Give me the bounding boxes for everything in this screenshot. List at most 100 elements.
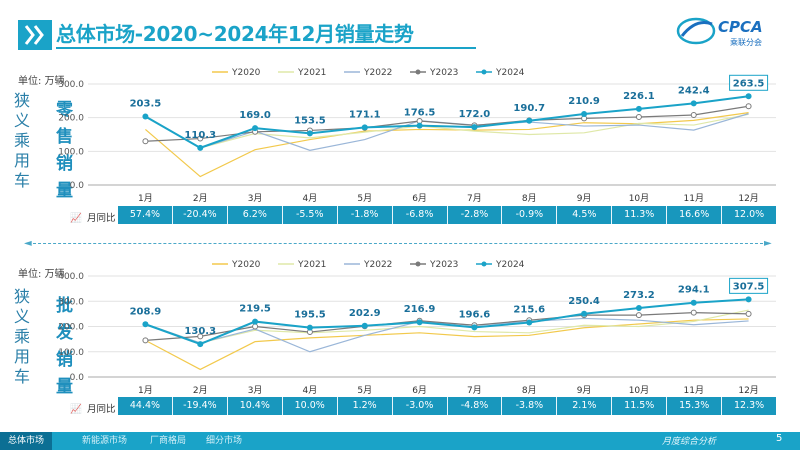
retail-point-y2024 [142,113,149,120]
retail-legend-marker [415,69,421,75]
footer-tab-maker-landscape[interactable]: 厂商格局 [150,436,187,446]
retail-yoy-cell: -5.5% [283,206,338,224]
retail-data-label: 190.7 [513,103,545,114]
wholesale-x-tick: 1月 [138,385,153,396]
retail-yoy-cell: -20.4% [173,206,228,224]
wholesale-point-y2024 [361,322,368,329]
retail-data-label: 172.0 [459,109,491,120]
wholesale-x-tick: 10月 [629,385,649,396]
wholesale-point-y2023 [197,333,204,340]
retail-yoy-cell: 57.4% [118,206,173,224]
footer-note: 月度综合分析 [662,437,717,447]
wholesale-point-y2023 [635,312,642,319]
wholesale-data-label: 195.5 [294,310,326,321]
wholesale-yoy-cell: 1.2% [338,397,393,415]
chevron-right-icon [18,20,52,50]
retail-point-y2024 [471,124,478,131]
wholesale-yoy-cell: 15.3% [667,397,723,415]
retail-legend-label: Y2020 [231,68,261,78]
wholesale-x-tick: 3月 [248,385,263,396]
wholesale-x-tick: 12月 [738,385,758,396]
svg-text:乘联分会: 乘联分会 [730,37,762,47]
wholesale-x-tick: 5月 [357,385,372,396]
wholesale-x-tick: 11月 [684,385,704,396]
retail-yoy-cell: 16.6% [667,206,723,224]
retail-point-y2024 [745,93,752,100]
retail-series-line-y2023 [145,105,749,142]
retail-point-y2024 [306,130,313,137]
retail-yoy-cell: -1.8% [338,206,393,224]
retail-highlight-box [729,74,769,91]
title-underline [56,47,476,49]
retail-x-tick: 3月 [248,193,263,204]
wholesale-point-y2023 [690,309,697,316]
wholesale-data-label: 216.9 [404,304,436,315]
retail-yoy-cell: 6.2% [228,206,283,224]
wholesale-yoy-cell: 10.4% [228,397,283,415]
wholesale-legend-label: Y2022 [363,260,392,270]
retail-unit-label: 单位: 万辆 [18,76,65,87]
retail-point-y2023 [197,135,204,142]
retail-data-label: 263.5 [733,78,765,89]
wholesale-unit-label: 单位: 万辆 [18,269,65,280]
wholesale-side-label: 狭义乘用车 [11,288,30,388]
wholesale-point-y2024 [690,299,697,306]
retail-series-line-y2024 [144,95,749,149]
wholesale-y-tick: 200.0 [58,323,84,333]
retail-point-y2023 [690,111,697,118]
wholesale-data-label: 208.9 [130,306,162,317]
wholesale-legend-label: Y2024 [495,260,525,270]
retail-yoy-cell: -6.8% [393,206,448,224]
wholesale-legend-marker [415,261,421,267]
wholesale-y-tick: 300.0 [58,297,84,307]
retail-series-line-y2022 [145,113,749,151]
wholesale-data-label: 130.3 [184,326,216,337]
retail-sales-chart: 0.0 100.0 200.0 300.0 1月 2月 3月 4月 5月 6月 7月 8月 9月 10月 1… [58,68,776,204]
wholesale-series-line-y2020 [145,318,749,371]
retail-point-y2024 [361,124,368,131]
wholesale-legend-label: Y2020 [231,260,261,270]
page-title: 总体市场-2020~2024年12月销量走势 [56,22,414,46]
wholesale-point-y2024 [416,319,423,326]
wholesale-point-y2024 [306,324,313,331]
wholesale-data-label: 307.5 [733,281,765,292]
retail-x-tick: 2月 [193,193,208,204]
wholesale-data-label: 250.4 [568,296,600,307]
footer-tab-total-market[interactable]: 总体市场 [0,432,53,450]
wholesale-yoy-bar: 44.4% -19.4% 10.4% 10.0% 1.2% -3.0% -4.8% -3.8%… [118,397,776,415]
wholesale-point-y2024 [471,324,478,331]
retail-point-y2024 [416,122,423,129]
footer-tab-segment-market[interactable]: 细分市场 [206,436,243,446]
wholesale-point-y2024 [197,341,204,348]
retail-legend-label: Y2022 [363,68,392,78]
wholesale-sales-chart: 0.0 100.0 200.0 300.0 400.0 1月 2月 3月 4月 5月 6月 7月 8月 9… [58,260,776,396]
retail-x-tick: 7月 [467,193,482,204]
wholesale-x-tick: 6月 [412,385,427,396]
wholesale-data-label: 202.9 [349,308,381,319]
wholesale-y-tick: 400.0 [58,272,84,282]
svg-text:CPCA: CPCA [718,18,763,36]
retail-legend-label: Y2023 [429,68,458,78]
wholesale-yoy-cell: -19.4% [173,397,228,415]
retail-point-y2024 [635,105,642,112]
retail-y-tick: 300.0 [58,80,84,90]
retail-point-y2024 [690,100,697,107]
retail-yoy-cell: 11.3% [612,206,668,224]
retail-data-label: 203.5 [130,98,162,109]
retail-y-tick: 100.0 [58,147,84,157]
wholesale-yoy-cell: -3.0% [393,397,448,415]
retail-x-tick: 5月 [357,193,372,204]
footer-tab-nev-market[interactable]: 新能源市场 [82,436,128,446]
retail-x-tick: 11月 [684,193,704,204]
retail-data-label: 169.0 [239,110,271,121]
retail-yoy-cell: -0.9% [502,206,558,224]
retail-data-label: 110.3 [184,130,216,141]
wholesale-series-line-y2024 [145,298,749,346]
wholesale-data-label: 294.1 [678,285,710,296]
retail-y-tick: 0.0 [70,181,85,191]
wholesale-data-label: 219.5 [239,304,271,315]
retail-data-label: 153.5 [294,115,326,126]
retail-series-line-y2020 [145,112,749,178]
retail-x-tick: 1月 [138,193,153,204]
retail-metric-label: 零售销量 [52,100,72,208]
